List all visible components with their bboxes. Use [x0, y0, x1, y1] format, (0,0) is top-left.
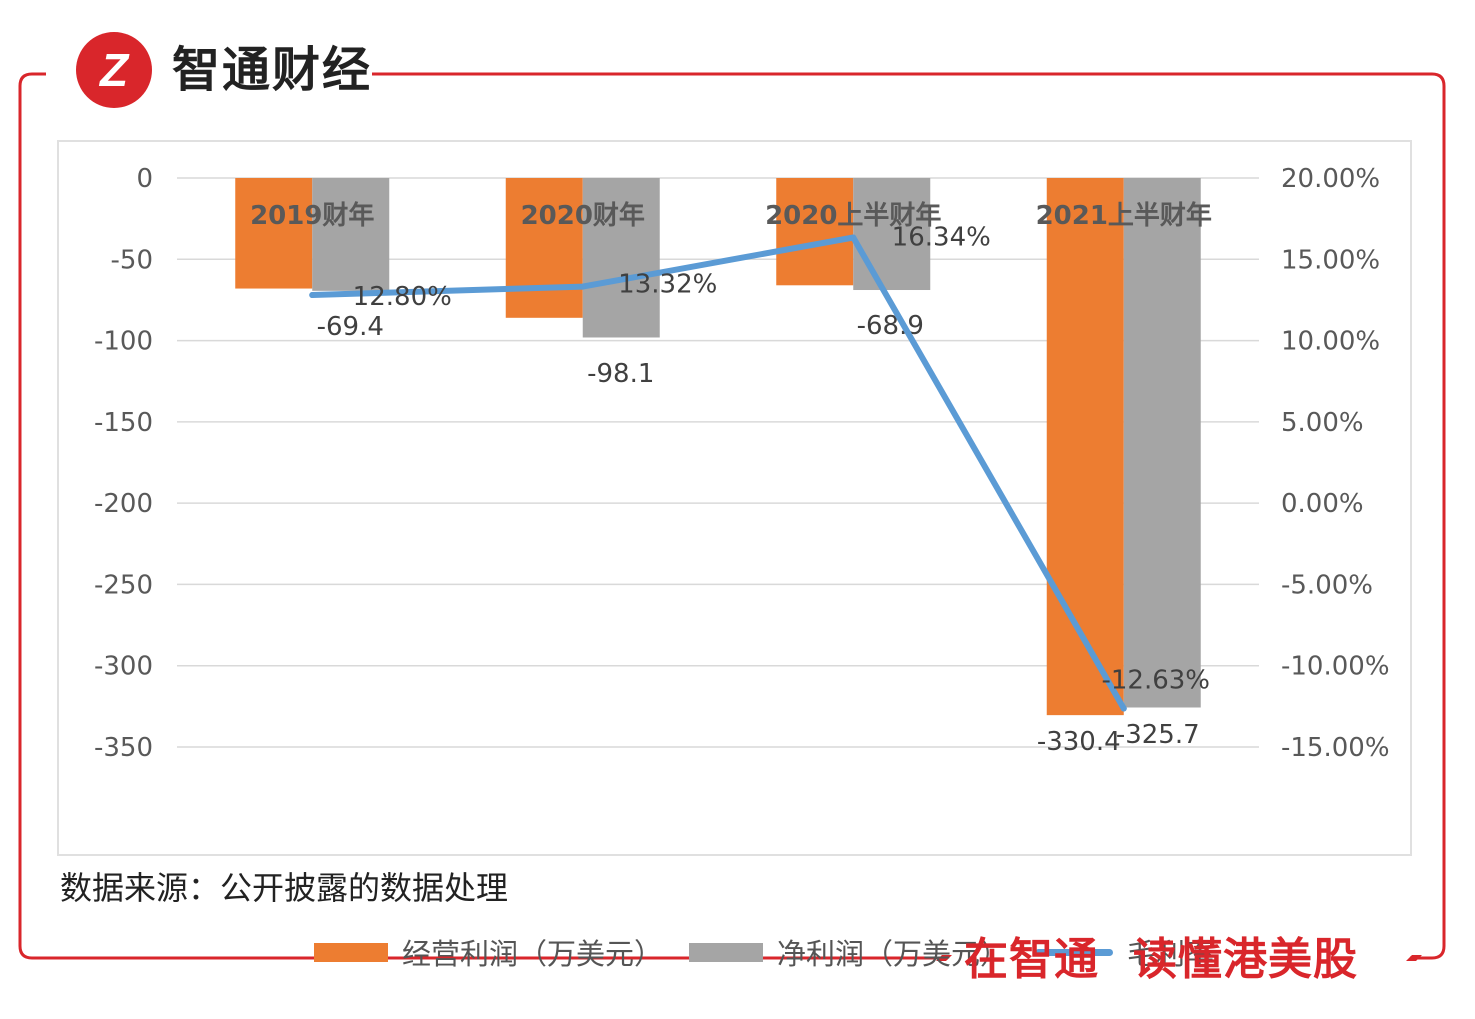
- y-right-tick-label: 5.00%: [1281, 408, 1364, 438]
- gross-margin-data-label: 16.34%: [892, 223, 991, 253]
- legend-item-operating-profit: 经营利润（万美元）: [314, 931, 663, 973]
- gross-margin-point: [850, 234, 857, 241]
- source-note: 数据来源：公开披露的数据处理: [60, 869, 509, 907]
- gross-margin-point: [309, 292, 316, 299]
- legend-label: 毛利率: [1127, 937, 1215, 971]
- gross-margin-line: [309, 234, 1127, 712]
- y-left-tick-label: -250: [94, 570, 153, 600]
- slogan-left: 在智通: [964, 934, 1099, 985]
- y-left-tick-label: -300: [94, 652, 153, 682]
- gross-margin-data-label: 13.32%: [618, 270, 717, 300]
- net-profit-data-label: -325.7: [1116, 720, 1200, 750]
- chart-legend: 经营利润（万美元） 净利润（万美元） 毛利率: [314, 928, 1240, 976]
- gross-margin-point: [579, 283, 586, 290]
- legend-item-gross-margin: 毛利率: [1035, 931, 1214, 973]
- y-right-tick-label: 0.00%: [1281, 489, 1364, 519]
- x-category-label: 2020财年: [521, 200, 645, 231]
- legend-swatch-line: [1035, 948, 1114, 956]
- net-profit-bar: [1123, 178, 1201, 708]
- gross-margin-data-label: 12.80%: [353, 282, 452, 312]
- net-profit-bar: [853, 178, 931, 291]
- x-category-label: 2020上半财年: [765, 200, 941, 231]
- legend-label: 经营利润（万美元）: [402, 937, 664, 971]
- net-profit-bar: [312, 178, 390, 291]
- brand-slogan: 在智通 读懂港美股: [964, 930, 1358, 990]
- y-left-tick-label: -50: [111, 245, 153, 275]
- legend-swatch-orange: [314, 942, 388, 962]
- y-right-tick-label: 10.00%: [1281, 327, 1380, 357]
- operating-profit-bar: [235, 178, 313, 289]
- y-left-tick-label: -200: [94, 489, 153, 519]
- slogan-right: 读懂港美股: [1133, 934, 1358, 985]
- x-category-label: 2019财年: [250, 200, 374, 231]
- brand-name: 智通财经: [172, 42, 373, 98]
- y-left-tick-label: 0: [136, 164, 153, 194]
- y-left-tick-label: -350: [94, 733, 153, 763]
- brand-logo-icon: Z: [76, 32, 152, 108]
- operating-profit-data-label: -330.4: [1037, 727, 1121, 757]
- net-profit-data-label: -98.1: [587, 359, 654, 389]
- svg-text:Z: Z: [98, 44, 130, 96]
- operating-profit-bar: [776, 178, 854, 286]
- x-category-label: 2021上半财年: [1036, 200, 1212, 231]
- operating-profit-bar: [1046, 178, 1124, 716]
- y-right-tick-label: 15.00%: [1281, 245, 1380, 275]
- chart-area: 0 -50 -100 -150 -200 -250 -300 -350 20.00% 15.00%…: [57, 140, 1412, 971]
- gross-margin-point: [1120, 705, 1127, 712]
- y-right-tick-label: 20.00%: [1281, 164, 1380, 194]
- y-left-tick-label: -150: [94, 408, 153, 438]
- legend-swatch-gray: [689, 942, 764, 962]
- y-right-tick-label: -15.00%: [1281, 733, 1390, 763]
- y-right-tick-label: -10.00%: [1281, 652, 1390, 682]
- chart-canvas: 0 -50 -100 -150 -200 -250 -300 -350 20.00% 15.00%…: [94, 164, 1390, 763]
- gross-margin-data-label: -12.63%: [1101, 665, 1210, 695]
- operating-profit-bar: [505, 178, 583, 318]
- legend-item-net-profit: 净利润（万美元）: [689, 931, 1009, 973]
- y-right-tick-label: -5.00%: [1281, 570, 1373, 600]
- net-profit-bar: [582, 178, 660, 338]
- net-profit-data-label: -69.4: [317, 312, 384, 342]
- net-profit-data-label: -68.9: [857, 311, 924, 341]
- legend-label: 净利润（万美元）: [777, 937, 1010, 971]
- y-left-tick-label: -100: [94, 327, 153, 357]
